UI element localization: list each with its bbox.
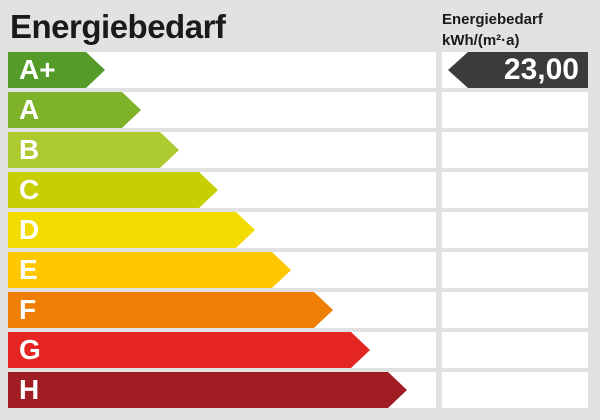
scale-row: A <box>0 92 600 128</box>
scale-row: G <box>0 332 600 368</box>
efficiency-class-letter: A+ <box>19 54 56 85</box>
efficiency-class-bar: G <box>8 332 370 368</box>
scale-row-value-cell <box>442 372 588 408</box>
scale-row-track: E <box>8 252 436 288</box>
efficiency-class-letter: H <box>19 374 40 405</box>
efficiency-class-bar: A <box>8 92 141 128</box>
unit-label: Energiebedarf kWh/(m²·a) <box>442 9 543 51</box>
scale-row: E <box>0 252 600 288</box>
efficiency-class-letter: D <box>19 214 40 245</box>
efficiency-class-letter: C <box>19 174 40 205</box>
scale-row-value-cell <box>442 92 588 128</box>
efficiency-scale: A+ 23,00 A B C D <box>0 52 600 412</box>
efficiency-class-bar: B <box>8 132 179 168</box>
efficiency-class-bar: E <box>8 252 291 288</box>
value-marker-arrow: 23,00 <box>448 52 588 88</box>
scale-row: C <box>0 172 600 208</box>
scale-row: A+ 23,00 <box>0 52 600 88</box>
efficiency-class-letter: E <box>19 254 38 285</box>
scale-row-value-cell <box>442 132 588 168</box>
efficiency-class-letter: G <box>19 334 41 365</box>
efficiency-class-letter: F <box>19 294 37 325</box>
efficiency-class-letter: B <box>19 134 40 165</box>
scale-row-track: A <box>8 92 436 128</box>
unit-label-line2: kWh/(m²·a) <box>442 32 520 49</box>
efficiency-class-bar: C <box>8 172 218 208</box>
scale-row-track: C <box>8 172 436 208</box>
scale-row-track: F <box>8 292 436 328</box>
unit-label-line1: Energiebedarf <box>442 11 543 28</box>
efficiency-class-bar: H <box>8 372 407 408</box>
efficiency-class-bar: A+ <box>8 52 105 88</box>
scale-row: H <box>0 372 600 408</box>
scale-row: D <box>0 212 600 248</box>
scale-row: F <box>0 292 600 328</box>
efficiency-class-letter: A <box>19 94 40 125</box>
scale-row-value-cell <box>442 332 588 368</box>
scale-row-value-cell <box>442 252 588 288</box>
scale-row-track: D <box>8 212 436 248</box>
scale-row-value-cell <box>442 212 588 248</box>
page-title: Energiebedarf <box>10 8 226 45</box>
scale-row-value-cell: 23,00 <box>442 52 588 88</box>
scale-row: B <box>0 132 600 168</box>
scale-row-track: H <box>8 372 436 408</box>
scale-row-track: G <box>8 332 436 368</box>
scale-row-value-cell <box>442 172 588 208</box>
scale-row-track: B <box>8 132 436 168</box>
scale-row-value-cell <box>442 292 588 328</box>
efficiency-class-bar: F <box>8 292 333 328</box>
efficiency-class-bar: D <box>8 212 255 248</box>
scale-row-track: A+ <box>8 52 436 88</box>
